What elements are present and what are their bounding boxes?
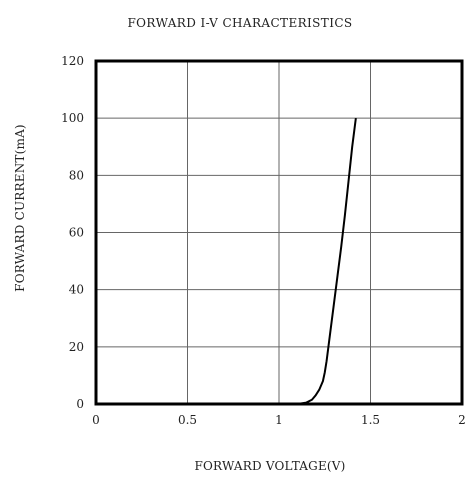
x-tick-labels: 0 0.5 1 1.5 2 xyxy=(92,413,466,427)
x-tick-label: 0.5 xyxy=(178,413,197,427)
grid-lines xyxy=(95,60,463,405)
y-tick-label: 120 xyxy=(61,54,84,68)
y-tick-label: 0 xyxy=(76,397,84,411)
x-tick-label: 2 xyxy=(458,413,466,427)
x-tick-label: 1 xyxy=(275,413,283,427)
chart-title: FORWARD I-V CHARACTERISTICS xyxy=(127,16,352,30)
y-axis-title: FORWARD CURRENT(mA) xyxy=(13,124,27,292)
y-tick-label: 20 xyxy=(69,340,84,354)
x-tick-label: 1.5 xyxy=(361,413,380,427)
y-tick-label: 80 xyxy=(69,168,84,182)
y-tick-label: 100 xyxy=(61,111,84,125)
y-tick-label: 60 xyxy=(69,226,84,240)
plot-frame xyxy=(94,59,464,406)
x-axis-title: FORWARD VOLTAGE(V) xyxy=(194,459,345,473)
x-tick-label: 0 xyxy=(92,413,100,427)
series-line xyxy=(297,118,357,405)
y-tick-label: 40 xyxy=(69,283,84,297)
y-tick-labels: 0 20 40 60 80 100 120 xyxy=(61,54,84,411)
